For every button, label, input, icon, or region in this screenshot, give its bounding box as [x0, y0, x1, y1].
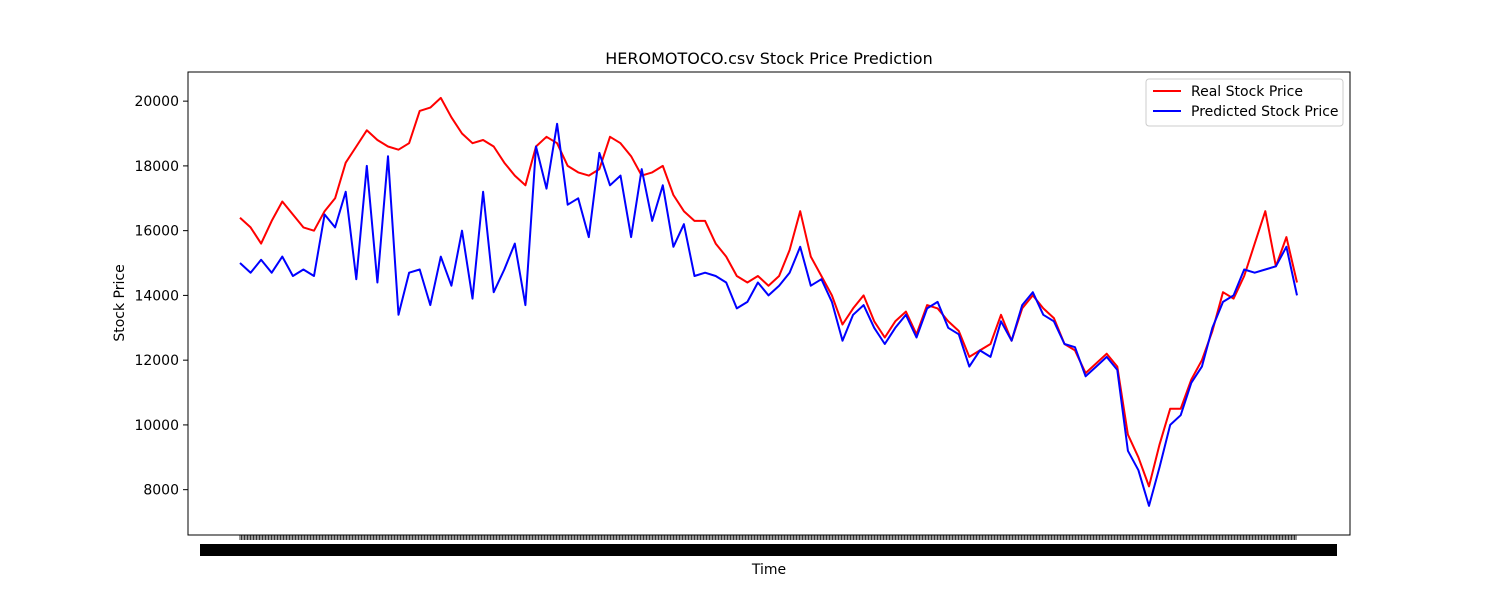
legend-box — [1145, 78, 1344, 127]
series-line-predicted — [239, 122, 1298, 507]
legend: Real Stock Price Predicted Stock Price — [1145, 78, 1344, 127]
y-tick-label: 18000 — [134, 159, 179, 175]
y-tick-label: 10000 — [134, 418, 179, 434]
y-tick-label: 14000 — [134, 288, 179, 304]
y-tick-label: 20000 — [134, 94, 179, 110]
y-axis-label: Stock Price — [112, 264, 128, 341]
y-tick-label: 8000 — [143, 483, 179, 499]
y-tick-label: 16000 — [134, 224, 179, 240]
x-axis-label: Time — [751, 562, 786, 578]
y-tick-label: 12000 — [134, 353, 179, 369]
legend-label-real: Real Stock Price — [1191, 84, 1303, 100]
x-tick-marks — [239, 535, 1297, 540]
plot-frame — [187, 71, 1351, 536]
y-axis-ticks: 8000 10000 12000 14000 16000 18000 20000 — [134, 94, 188, 499]
plot-lines — [239, 96, 1298, 507]
legend-label-predicted: Predicted Stock Price — [1191, 104, 1339, 120]
chart-title: HEROMOTOCO.csv Stock Price Prediction — [605, 49, 932, 68]
x-tick-band — [200, 535, 1337, 556]
x-tick-label-overlap — [200, 544, 1337, 556]
